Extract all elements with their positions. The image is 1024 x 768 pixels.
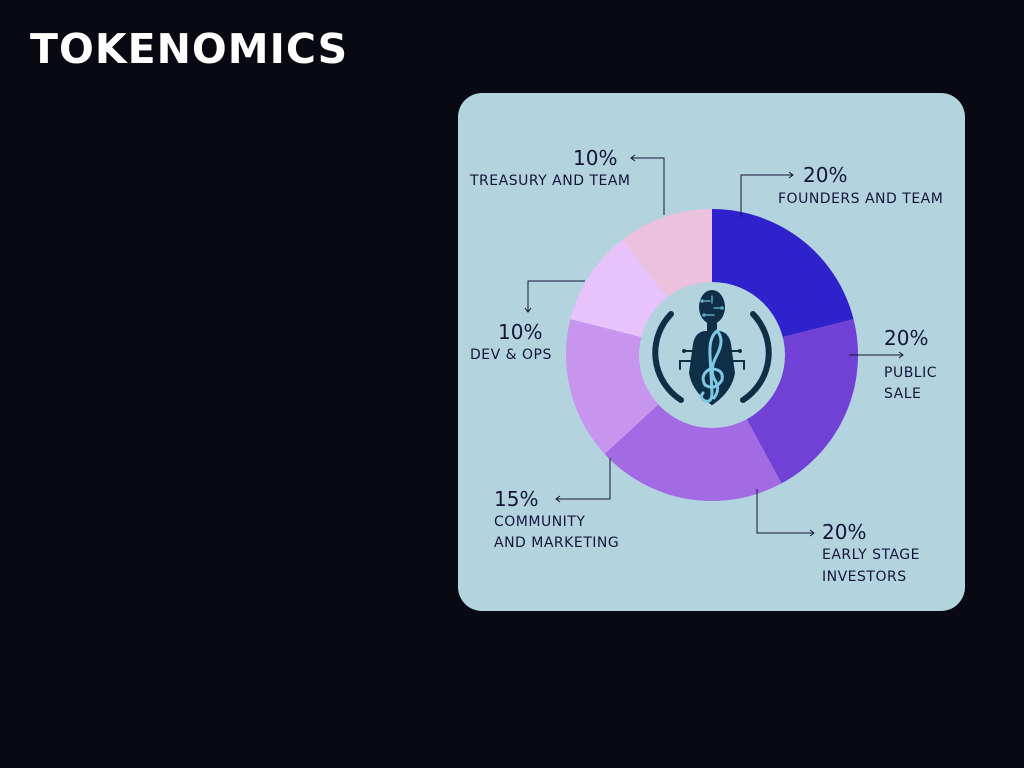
page-title: TOKENOMICS <box>30 25 349 73</box>
public-sale-label-line2: SALE <box>884 386 922 402</box>
donut-chart <box>524 154 904 537</box>
community-and-marketing-label-line1: COMMUNITY <box>494 514 586 530</box>
tokenomics-card: 20% FOUNDERS AND TEAM 20% PUBLIC SALE 20… <box>458 93 965 611</box>
dev-ops-label: DEV & OPS <box>470 347 552 363</box>
arrow-icon <box>898 351 904 359</box>
founders-and-team-percent: 20% <box>803 163 848 187</box>
early-stage-investors-label-line1: EARLY STAGE <box>822 547 920 563</box>
leader-dev-ops <box>527 280 585 312</box>
public-sale-label-line1: PUBLIC <box>884 365 937 381</box>
leader-early-stage-investors <box>756 489 814 534</box>
treasury-and-team-percent: 10% <box>573 146 618 170</box>
arrow-icon <box>788 171 794 179</box>
donut-slice-early-stage-investors <box>604 355 782 501</box>
treasury-and-team-label: TREASURY AND TEAM <box>470 173 631 189</box>
arrow-icon <box>809 529 815 537</box>
founders-and-team-label: FOUNDERS AND TEAM <box>778 191 944 207</box>
arrow-icon <box>630 154 636 162</box>
leader-community-and-marketing <box>556 458 611 500</box>
dev-ops-percent: 10% <box>498 320 543 344</box>
leader-treasury-and-team <box>631 157 665 215</box>
ai-robot-treble-clef-logo <box>652 290 772 406</box>
early-stage-investors-percent: 20% <box>822 520 867 544</box>
early-stage-investors-label-line2: INVESTORS <box>822 569 907 585</box>
public-sale-percent: 20% <box>884 326 929 350</box>
leader-lines <box>524 154 904 537</box>
arrow-icon <box>555 495 561 503</box>
leader-founders-and-team <box>740 174 793 217</box>
arrow-icon <box>524 307 532 313</box>
community-and-marketing-label-line2: AND MARKETING <box>494 535 620 551</box>
community-and-marketing-percent: 15% <box>494 487 539 511</box>
